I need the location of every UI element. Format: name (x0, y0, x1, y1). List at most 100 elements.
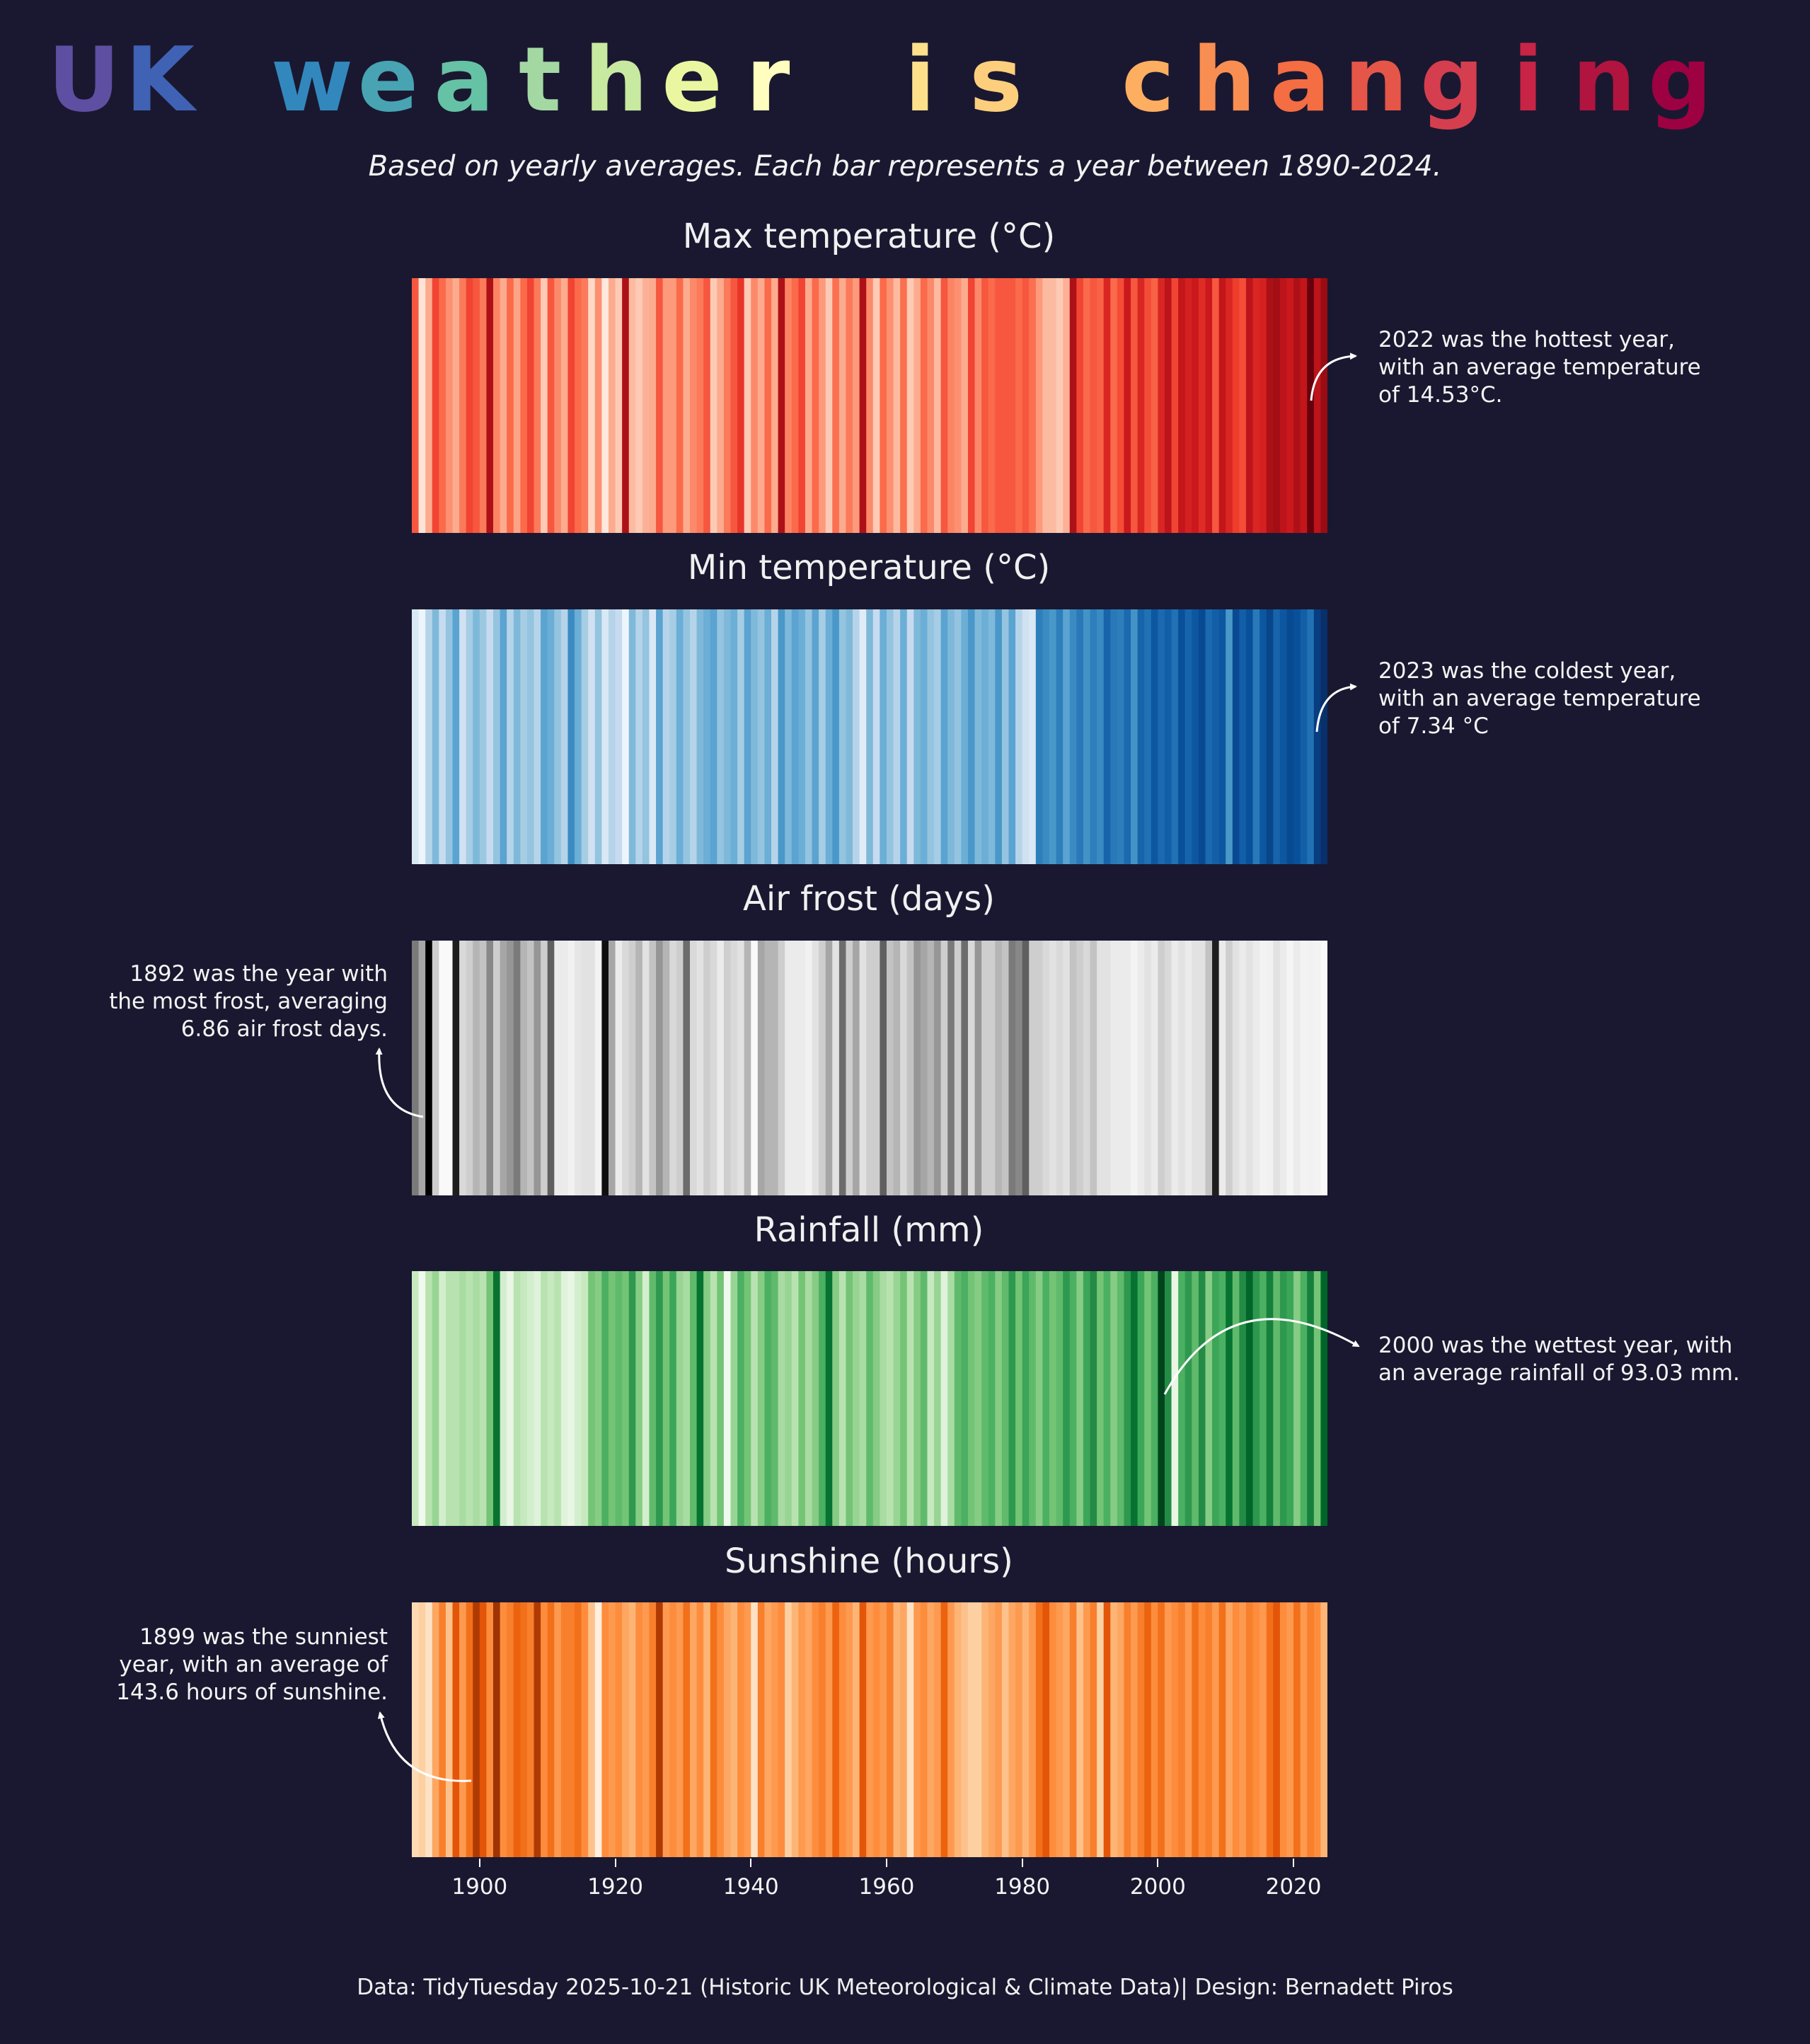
stripe-2010 (1226, 1271, 1233, 1526)
stripe-1993 (1110, 1271, 1118, 1526)
stripe-1942 (764, 278, 772, 533)
stripe-1971 (961, 1271, 969, 1526)
stripe-1948 (805, 609, 813, 864)
stripe-1910 (547, 1602, 555, 1857)
stripe-2007 (1205, 609, 1213, 864)
stripe-1989 (1083, 941, 1091, 1195)
stripe-1916 (588, 278, 596, 533)
stripe-2013 (1245, 941, 1254, 1195)
panel-title-min-temperature: Min temperature (°C) (687, 548, 1051, 587)
stripe-2023 (1313, 1271, 1322, 1526)
stripe-1959 (880, 609, 887, 864)
stripe-1904 (507, 1602, 514, 1857)
stripe-2016 (1266, 278, 1274, 533)
stripe-1940 (751, 1602, 759, 1857)
stripe-1997 (1137, 278, 1145, 533)
stripe-1931 (689, 278, 698, 533)
stripe-1969 (947, 278, 955, 533)
stripe-1948 (805, 1271, 813, 1526)
stripe-1936 (723, 609, 732, 864)
stripe-1925 (649, 1271, 657, 1526)
stripe-1972 (967, 1602, 976, 1857)
stripe-1923 (635, 941, 643, 1195)
stripe-1972 (967, 941, 976, 1195)
stripe-1918 (601, 278, 609, 533)
stripe-1998 (1144, 278, 1152, 533)
stripe-2024 (1320, 1602, 1327, 1857)
stripe-2019 (1286, 1271, 1294, 1526)
stripe-2015 (1259, 609, 1267, 864)
stripe-1922 (628, 609, 636, 864)
stripe-1900 (479, 941, 488, 1195)
stripe-1926 (656, 278, 664, 533)
stripe-2021 (1300, 1271, 1308, 1526)
x-tick-label: 2000 (1129, 1874, 1186, 1900)
stripe-1905 (513, 941, 521, 1195)
stripe-2014 (1252, 1271, 1260, 1526)
stripe-1982 (1035, 278, 1044, 533)
stripe-2020 (1293, 941, 1301, 1195)
stripe-2006 (1198, 941, 1206, 1195)
stripe-1930 (683, 941, 691, 1195)
stripe-1928 (669, 1602, 677, 1857)
stripe-1975 (988, 1271, 996, 1526)
stripe-1898 (466, 609, 473, 864)
stripe-1995 (1124, 609, 1131, 864)
stripe-1988 (1076, 609, 1084, 864)
stripe-1974 (981, 278, 989, 533)
stripe-1911 (554, 1271, 562, 1526)
stripe-1901 (486, 609, 494, 864)
stripe-1936 (723, 1602, 732, 1857)
stripe-1898 (466, 941, 473, 1195)
stripe-1998 (1144, 1602, 1152, 1857)
stripe-1981 (1029, 941, 1037, 1195)
stripe-1903 (500, 1602, 507, 1857)
stripe-1932 (696, 941, 704, 1195)
stripe-1934 (710, 1602, 717, 1857)
stripe-1943 (771, 1271, 779, 1526)
stripe-1925 (649, 941, 657, 1195)
stripe-1962 (900, 609, 908, 864)
stripe-2019 (1286, 941, 1294, 1195)
stripe-1947 (798, 609, 806, 864)
stripe-1953 (838, 1271, 847, 1526)
stripe-2024 (1320, 609, 1327, 864)
stripe-1924 (642, 278, 650, 533)
stripe-2005 (1192, 609, 1199, 864)
stripe-1945 (785, 609, 792, 864)
stripe-1973 (974, 1271, 982, 1526)
stripe-1986 (1063, 1602, 1071, 1857)
stripe-1971 (961, 941, 969, 1195)
stripe-1902 (493, 278, 501, 533)
stripe-1970 (954, 1271, 962, 1526)
stripe-1950 (819, 609, 826, 864)
stripe-1979 (1015, 278, 1023, 533)
stripe-1988 (1076, 1271, 1084, 1526)
stripe-1938 (737, 1271, 745, 1526)
stripe-1972 (967, 609, 976, 864)
stripe-1896 (452, 1271, 460, 1526)
stripe-1947 (798, 1602, 806, 1857)
stripe-1900 (479, 278, 488, 533)
stripe-1941 (757, 278, 766, 533)
stripe-1983 (1042, 609, 1050, 864)
stripe-1974 (981, 941, 989, 1195)
stripe-2009 (1218, 1271, 1226, 1526)
stripe-1914 (575, 609, 582, 864)
stripe-1978 (1008, 941, 1016, 1195)
stripe-1938 (737, 278, 745, 533)
stripe-1949 (812, 609, 819, 864)
stripe-1930 (683, 1602, 691, 1857)
stripe-1985 (1056, 1271, 1063, 1526)
stripe-1920 (615, 941, 623, 1195)
stripe-1956 (859, 941, 867, 1195)
stripe-1961 (893, 1271, 901, 1526)
stripe-1969 (947, 1271, 955, 1526)
stripe-1960 (886, 609, 894, 864)
stripe-1903 (500, 278, 507, 533)
stripe-1945 (785, 941, 792, 1195)
stripe-1962 (900, 941, 908, 1195)
stripe-1952 (832, 609, 840, 864)
stripe-1976 (995, 278, 1003, 533)
stripe-1914 (575, 278, 582, 533)
